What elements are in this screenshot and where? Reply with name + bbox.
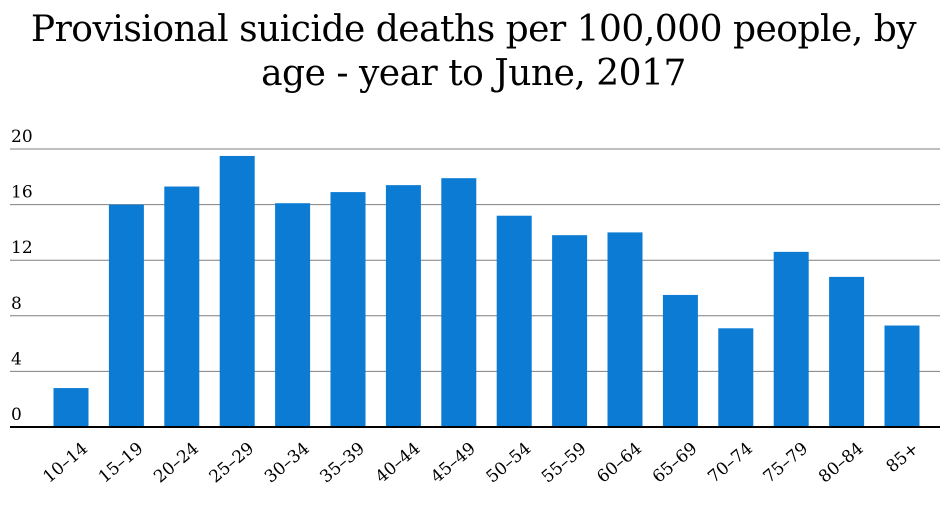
x-tick-label: 40–44 [372, 439, 425, 488]
y-tick-label: 12 [11, 238, 33, 258]
x-tick-label: 75–79 [760, 439, 813, 488]
y-tick-label: 8 [11, 294, 22, 314]
x-tick-label: 25–29 [206, 439, 259, 488]
x-tick-label: 30–34 [261, 439, 314, 488]
bar [108, 204, 144, 427]
chart-title: Provisional suicide deaths per 100,000 p… [30, 9, 917, 94]
y-tick-label: 16 [11, 183, 33, 203]
x-tick-label: 35–39 [316, 439, 369, 488]
bar [330, 192, 366, 427]
x-tick-label: 60–64 [593, 439, 646, 488]
bar [607, 232, 643, 427]
bars [53, 155, 920, 427]
y-tick-label: 20 [11, 127, 33, 147]
bar [496, 215, 532, 427]
bar [884, 325, 920, 427]
bar [53, 388, 89, 427]
bar [552, 235, 588, 427]
x-tick-label: 70–74 [704, 439, 757, 488]
bar [773, 251, 809, 427]
y-tick-label: 4 [11, 349, 22, 369]
x-tick-label: 65–69 [649, 439, 702, 488]
bar [718, 328, 754, 427]
x-tick-label: 45–49 [427, 439, 480, 488]
x-tick-label: 20–24 [150, 439, 203, 488]
x-tick-label: 55–59 [538, 439, 591, 488]
bar [275, 203, 311, 427]
x-tick-label: 80–84 [815, 439, 868, 488]
x-tick-label: 15–19 [95, 439, 148, 488]
bar [662, 294, 698, 427]
bar [441, 178, 477, 427]
x-tick-label: 85+ [883, 439, 923, 477]
bar [829, 276, 865, 427]
y-tick-labels: 0 4 8 12 16 20 [11, 127, 33, 425]
x-tick-label: 10–14 [39, 439, 92, 488]
bar [219, 155, 255, 427]
x-tick-labels: 10–14 15–19 20–24 25–29 30–34 35–39 40–44 45–49… [39, 439, 923, 488]
bar [385, 185, 421, 427]
bar [164, 186, 200, 427]
y-tick-label: 0 [11, 405, 22, 425]
x-tick-label: 50–54 [483, 439, 536, 488]
